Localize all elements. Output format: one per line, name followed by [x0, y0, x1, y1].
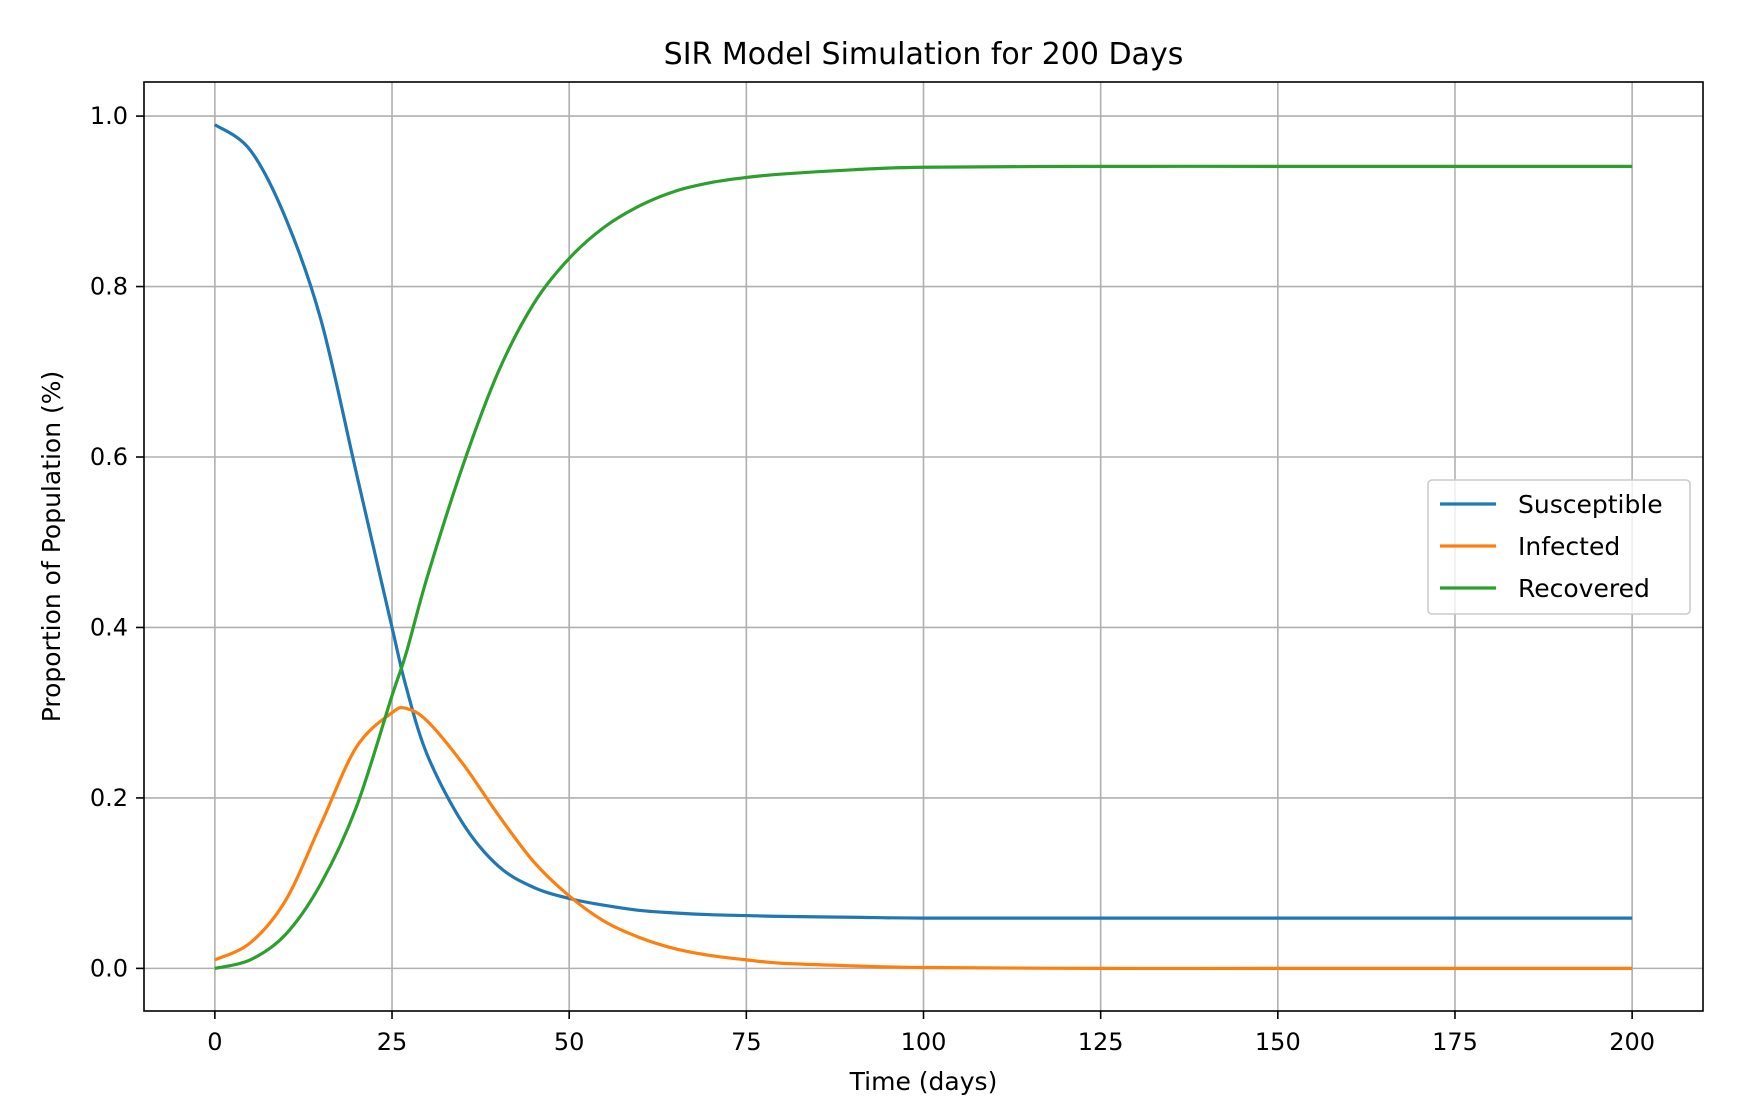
x-axis-label: Time (days)	[849, 1067, 998, 1096]
x-tick-label: 125	[1078, 1028, 1124, 1056]
y-tick-label: 0.4	[90, 613, 128, 641]
legend-label-infected: Infected	[1518, 532, 1620, 561]
y-tick-label: 0.2	[90, 784, 128, 812]
x-tick-label: 50	[554, 1028, 585, 1056]
x-tick-label: 0	[207, 1028, 222, 1056]
legend-box	[1427, 479, 1691, 615]
legend-entries: Susceptible Infected Recovered	[1440, 490, 1663, 603]
axis-ticks: 0 25 50 75 100 125 150 175 200 0.0 0.2 0.4 0.6 0.8 1.0	[90, 102, 1655, 1056]
legend-label-susceptible: Susceptible	[1518, 490, 1663, 519]
series-line-susceptible	[213, 123, 1633, 920]
legend-label-recovered: Recovered	[1518, 574, 1650, 603]
y-tick-label: 0.8	[90, 273, 128, 301]
legend: Susceptible Infected Recovered	[1427, 479, 1691, 615]
x-tick-label: 150	[1255, 1028, 1301, 1056]
y-tick-label: 1.0	[90, 102, 128, 130]
y-axis-label: Proportion of Population (%)	[37, 371, 66, 723]
x-tick-label: 175	[1432, 1028, 1478, 1056]
y-tick-label: 0.0	[90, 954, 128, 982]
series-lines	[213, 123, 1633, 971]
chart-title: SIR Model Simulation for 200 Days	[664, 37, 1184, 72]
y-tick-label: 0.6	[90, 443, 128, 471]
x-tick-label: 200	[1609, 1028, 1655, 1056]
x-tick-label: 25	[377, 1028, 408, 1056]
x-tick-label: 75	[731, 1028, 762, 1056]
series-line-recovered	[214, 164, 1633, 970]
series-line-infected	[214, 705, 1633, 971]
x-tick-label: 100	[901, 1028, 947, 1056]
